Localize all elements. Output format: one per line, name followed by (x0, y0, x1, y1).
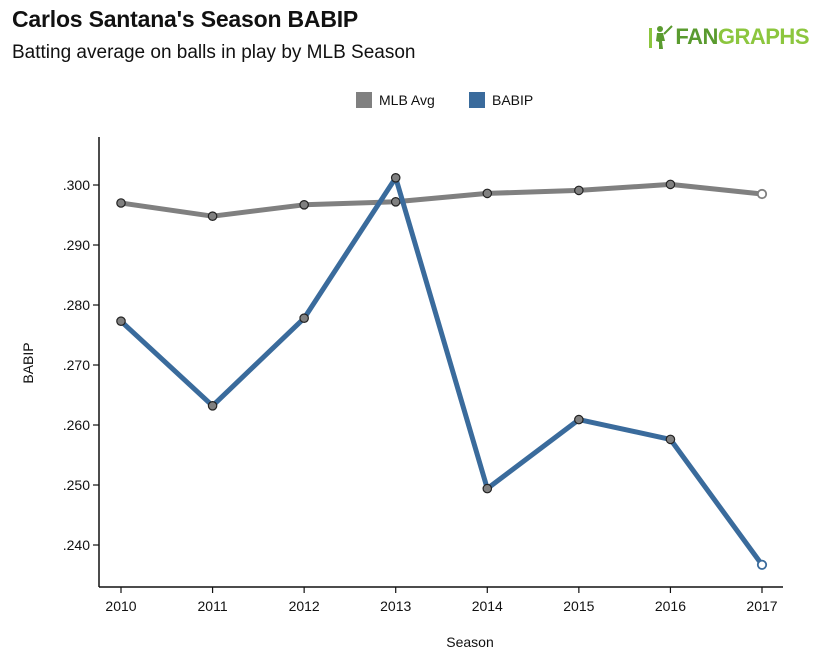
x-tick-label: 2011 (198, 598, 228, 614)
series-babip (116, 173, 768, 570)
y-tick-label: .270 (63, 357, 90, 373)
data-point (207, 211, 218, 221)
y-tick-label: .240 (63, 537, 90, 553)
axes: .240 .250 .260 .270 .280 .290 .300 2010 2011 2012… (63, 137, 783, 614)
series-layer (116, 173, 768, 570)
legend: MLB Avg BABIP (356, 92, 533, 108)
data-point (299, 313, 309, 323)
data-point (574, 414, 584, 425)
series-line (118, 181, 765, 219)
data-point (299, 200, 309, 210)
x-tick-label: 2012 (289, 598, 320, 614)
data-point (574, 185, 584, 196)
legend-swatch (356, 92, 372, 108)
x-tick-label: 2014 (472, 598, 503, 614)
chart-title: Carlos Santana's Season BABIP (12, 6, 359, 32)
data-point (756, 188, 768, 200)
y-tick-label: .300 (63, 177, 90, 193)
data-point (116, 198, 126, 208)
data-point (207, 400, 218, 411)
data-point (665, 179, 676, 190)
data-point (482, 188, 493, 199)
chart-subtitle: Batting average on balls in play by MLB … (12, 42, 416, 63)
brand-text-graphs: GRAPHS (717, 24, 810, 49)
data-point (390, 197, 401, 207)
series-line (118, 175, 765, 568)
x-tick-label: 2013 (380, 598, 411, 614)
batter-icon (649, 25, 674, 49)
y-axis-label: BABIP (20, 342, 36, 383)
y-tick-label: .250 (63, 477, 90, 493)
legend-item: MLB Avg (356, 92, 435, 108)
y-tick-label: .280 (63, 297, 90, 313)
x-tick-label: 2015 (563, 598, 594, 614)
data-point (390, 173, 401, 183)
x-tick-label: 2017 (746, 598, 777, 614)
y-tick-label: .260 (63, 417, 90, 433)
legend-swatch (469, 92, 485, 108)
legend-item: BABIP (469, 92, 533, 108)
x-tick-label: 2010 (105, 598, 136, 614)
data-point (116, 316, 126, 326)
fangraphs-logo: FANGRAPHS (647, 24, 810, 50)
data-point (482, 483, 493, 494)
data-point (665, 434, 676, 445)
data-point (756, 559, 768, 570)
brand-text-fan: FAN (675, 24, 718, 49)
legend-label: BABIP (492, 92, 533, 108)
legend-label: MLB Avg (379, 92, 435, 108)
y-tick-label: .290 (63, 237, 90, 253)
x-axis-label: Season (446, 634, 493, 650)
x-tick-label: 2016 (655, 598, 686, 614)
series-mlb-avg (116, 179, 768, 221)
